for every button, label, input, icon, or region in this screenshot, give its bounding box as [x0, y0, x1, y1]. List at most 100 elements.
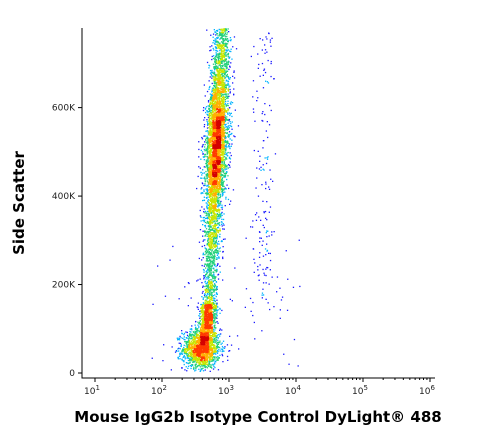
scatter-point — [198, 156, 200, 158]
scatter-point — [220, 165, 222, 167]
scatter-point — [273, 231, 275, 233]
scatter-point — [215, 348, 217, 350]
scatter-point — [217, 186, 219, 188]
scatter-point — [267, 59, 269, 62]
scatter-point — [216, 223, 219, 225]
scatter-point — [214, 346, 216, 348]
scatter-point — [208, 292, 211, 295]
scatter-point — [206, 235, 208, 237]
scatter-point — [204, 239, 206, 241]
scatter-point — [210, 247, 212, 249]
scatter-point — [214, 109, 216, 111]
scatter-point — [201, 314, 204, 316]
scatter-point — [205, 289, 207, 291]
scatter-point — [223, 189, 225, 191]
scatter-point — [202, 297, 204, 299]
scatter-point — [204, 117, 206, 119]
scatter-point — [212, 111, 214, 113]
scatter-point — [208, 123, 211, 125]
scatter-point — [198, 257, 200, 260]
scatter-point — [179, 342, 182, 345]
scatter-point — [220, 136, 222, 139]
scatter-point — [207, 137, 209, 139]
scatter-point — [213, 257, 216, 259]
scatter-point — [265, 217, 267, 219]
scatter-point — [257, 97, 259, 99]
scatter-point — [213, 350, 216, 352]
scatter-point — [209, 254, 212, 256]
scatter-point — [213, 71, 215, 73]
scatter-point — [207, 216, 209, 218]
scatter-point — [212, 115, 214, 117]
scatter-point — [212, 216, 214, 218]
scatter-point — [210, 287, 212, 289]
scatter-point — [226, 33, 228, 36]
scatter-point — [208, 86, 211, 89]
scatter-point — [214, 43, 216, 45]
scatter-point — [233, 94, 235, 96]
scatter-point — [208, 280, 210, 283]
scatter-point — [215, 40, 217, 42]
scatter-point — [205, 170, 207, 173]
scatter-point — [224, 205, 226, 207]
scatter-point — [221, 353, 223, 356]
scatter-point — [209, 271, 211, 274]
scatter-point — [210, 155, 212, 157]
scatter-point — [210, 111, 212, 113]
scatter-point — [210, 343, 212, 345]
scatter-point — [214, 237, 216, 240]
scatter-point — [209, 168, 211, 170]
scatter-point — [211, 340, 214, 342]
scatter-point — [216, 215, 218, 218]
scatter-point — [224, 37, 227, 39]
scatter-point — [217, 230, 219, 232]
scatter-point — [208, 170, 210, 172]
scatter-point — [207, 231, 210, 234]
scatter-point — [227, 113, 229, 115]
scatter-point — [221, 124, 223, 126]
scatter-point — [191, 347, 193, 349]
scatter-point — [217, 369, 220, 371]
scatter-point — [217, 42, 219, 44]
scatter-point — [206, 213, 208, 215]
scatter-point — [226, 54, 228, 56]
scatter-point — [221, 174, 223, 176]
scatter-point — [212, 212, 214, 214]
scatter-point — [209, 212, 212, 214]
scatter-point — [217, 206, 219, 208]
scatter-point — [227, 103, 229, 105]
scatter-point — [208, 146, 210, 148]
scatter-point — [214, 100, 216, 102]
scatter-point — [212, 241, 214, 243]
scatter-point — [215, 245, 217, 247]
scatter-point — [219, 335, 221, 337]
scatter-point — [206, 120, 208, 123]
scatter-point — [224, 137, 226, 140]
scatter-point — [230, 103, 232, 105]
scatter-point — [211, 180, 213, 182]
scatter-point — [265, 130, 267, 132]
scatter-point — [216, 29, 219, 32]
scatter-point — [206, 142, 208, 144]
scatter-point — [205, 139, 207, 141]
scatter-point — [212, 268, 215, 270]
scatter-point — [226, 38, 229, 40]
scatter-point — [222, 60, 225, 62]
scatter-point — [211, 145, 213, 148]
scatter-point — [216, 190, 218, 192]
scatter-point — [215, 92, 217, 95]
scatter-point — [224, 48, 226, 50]
scatter-point — [176, 350, 178, 352]
scatter-point — [263, 211, 265, 213]
scatter-point — [217, 231, 220, 234]
scatter-point — [222, 108, 224, 110]
scatter-point — [205, 253, 207, 255]
scatter-point — [216, 197, 218, 199]
scatter-point — [210, 138, 212, 140]
scatter-point — [256, 100, 258, 102]
scatter-point — [198, 363, 200, 366]
scatter-point — [210, 72, 212, 74]
scatter-point — [220, 98, 222, 100]
scatter-point — [227, 151, 229, 154]
scatter-point — [213, 271, 215, 273]
